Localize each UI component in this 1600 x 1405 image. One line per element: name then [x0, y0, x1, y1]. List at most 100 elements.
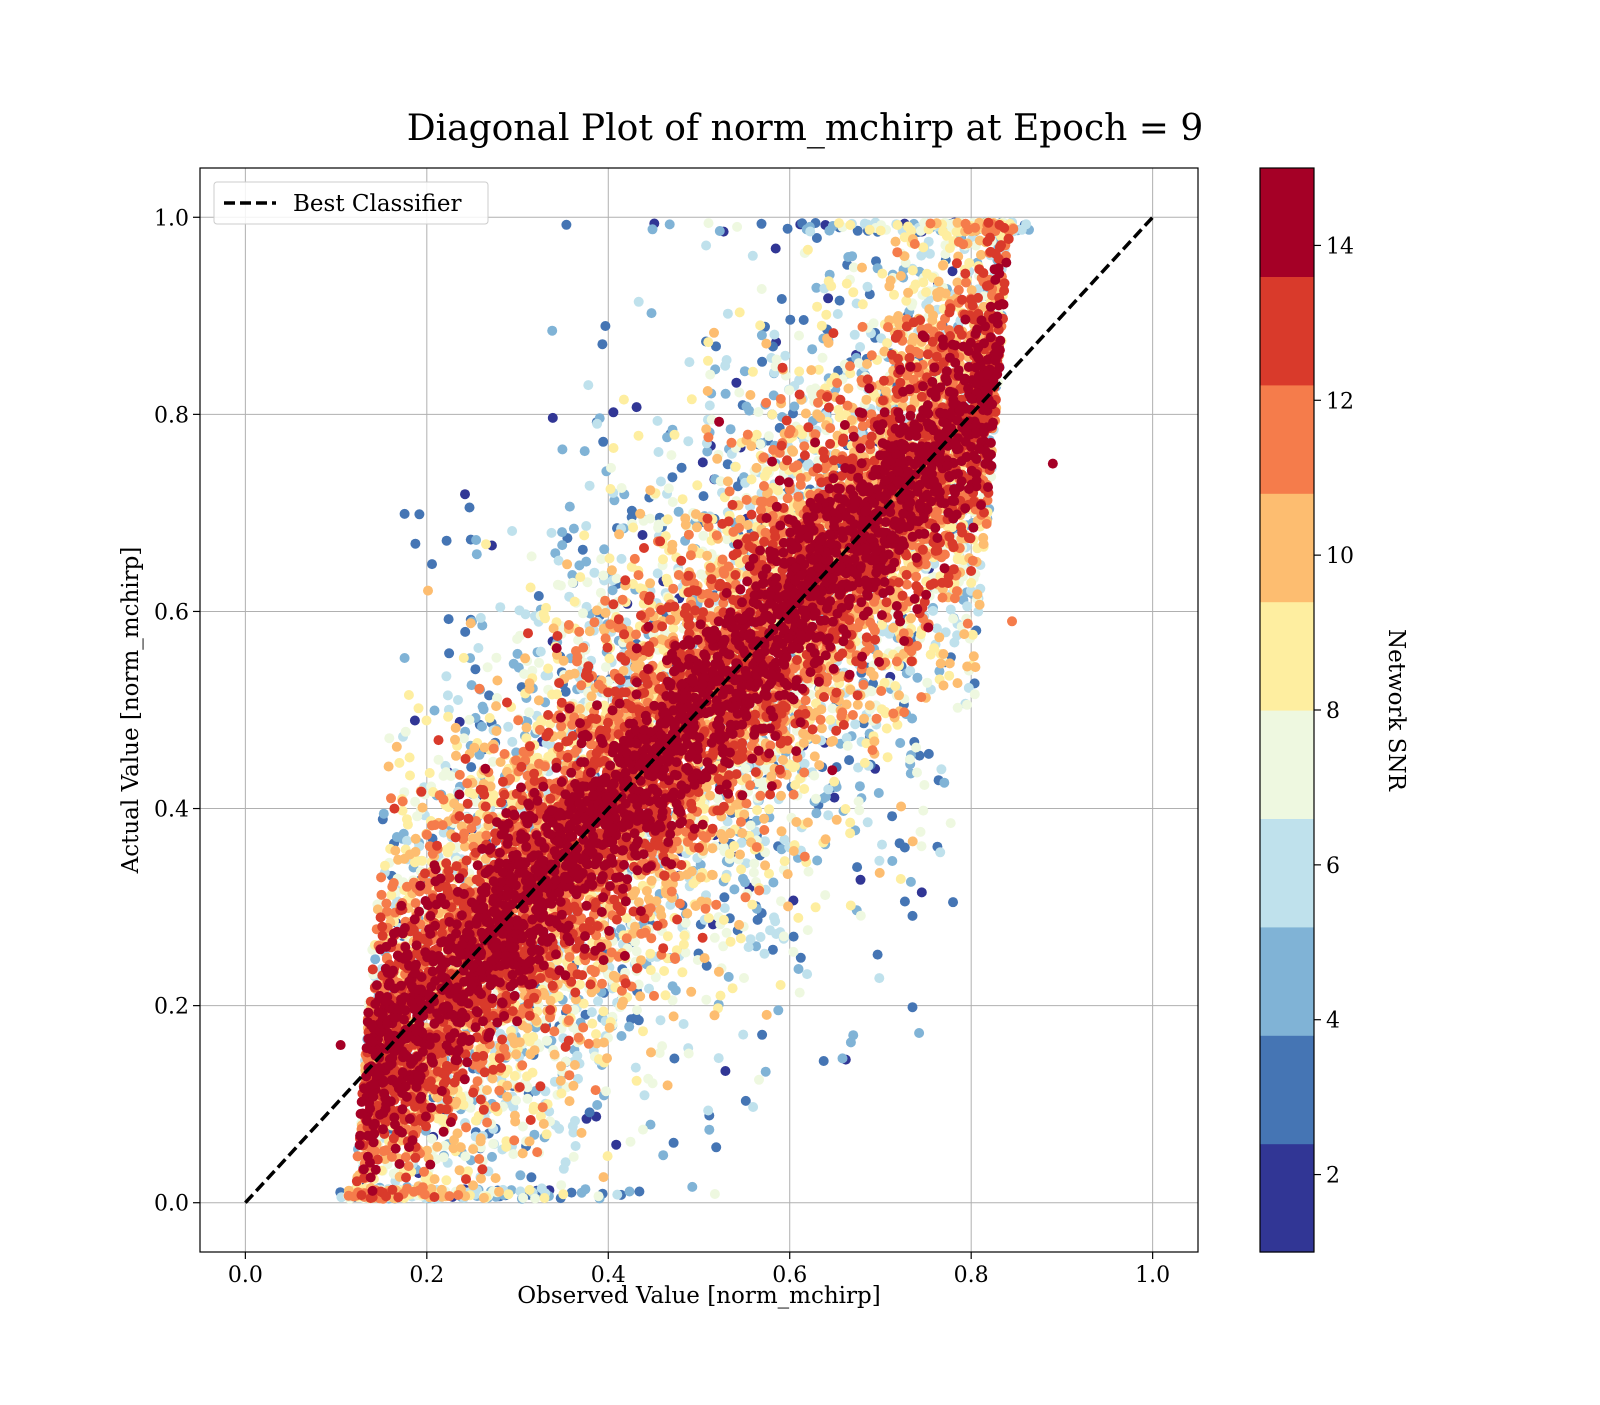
scatter-point [638, 1125, 648, 1135]
scatter-point [794, 964, 804, 974]
scatter-point [442, 536, 452, 546]
scatter-point [640, 1090, 650, 1100]
scatter-point [647, 308, 657, 318]
scatter-point [503, 722, 513, 732]
scatter-point [547, 690, 557, 700]
scatter-point [473, 643, 483, 653]
scatter-point [928, 606, 938, 616]
scatter-point [710, 933, 720, 943]
scatter-points [335, 217, 1058, 1204]
scatter-point [661, 990, 671, 1000]
scatter-point [936, 764, 946, 774]
scatter-point [736, 933, 746, 943]
scatter-point [804, 867, 814, 877]
scatter-point [855, 342, 865, 352]
scatter-point [589, 568, 599, 578]
scatter-point [696, 569, 706, 579]
scatter-point [739, 973, 749, 983]
scatter-point [631, 1063, 641, 1073]
scatter-point [911, 743, 921, 753]
scatter-point [784, 385, 794, 395]
scatter-point [785, 315, 795, 325]
scatter-point [663, 931, 673, 941]
scatter-point [464, 715, 474, 725]
scatter-point [756, 932, 766, 942]
scatter-point [748, 1102, 758, 1112]
scatter-point [612, 1190, 622, 1200]
scatter-point [554, 1124, 564, 1134]
scatter-point [625, 1187, 635, 1197]
scatter-point [401, 727, 411, 737]
scatter-point [889, 290, 899, 300]
scatter-point [855, 781, 865, 791]
scatter-point [585, 481, 595, 491]
scatter-point [606, 463, 616, 473]
scatter-point [883, 752, 893, 762]
scatter-point [852, 862, 862, 872]
scatter-point [478, 702, 488, 712]
scatter-point [917, 841, 927, 851]
scatter-point [789, 932, 799, 942]
scatter-point [579, 530, 589, 540]
scatter-point [740, 877, 750, 887]
scatter-point [869, 318, 879, 328]
scatter-point [939, 778, 949, 788]
scatter-point [400, 653, 410, 663]
scatter-point [645, 514, 655, 524]
scatter-point [749, 859, 759, 869]
scatter-point [601, 1086, 611, 1096]
scatter-point [600, 321, 610, 331]
scatter-point [570, 1116, 580, 1126]
scatter-point [757, 1030, 767, 1040]
scatter-point [476, 613, 486, 623]
scatter-point [575, 572, 585, 582]
scatter-point [821, 310, 831, 320]
scatter-point [554, 556, 564, 566]
scatter-point [754, 1075, 764, 1085]
scatter-point [794, 375, 804, 385]
scatter-point [679, 931, 689, 941]
scatter-point [412, 811, 422, 821]
scatter-point [742, 402, 752, 412]
scatter-point [767, 410, 777, 420]
scatter-point [924, 749, 934, 759]
scatter-point [779, 931, 789, 941]
scatter-point [537, 1183, 547, 1193]
scatter-point [877, 840, 887, 850]
scatter-point [698, 457, 708, 467]
scatter-point [402, 814, 412, 824]
scatter-point [914, 1028, 924, 1038]
scatter-point [556, 1088, 566, 1098]
scatter-point [719, 892, 729, 902]
scatter-point [422, 716, 432, 726]
scatter-point [842, 279, 852, 289]
scatter-point [670, 430, 680, 440]
scatter-point [540, 1193, 550, 1203]
scatter-point [744, 942, 754, 952]
scatter-point [882, 724, 892, 734]
scatter-point [854, 796, 864, 806]
scatter-point [736, 864, 746, 874]
scatter-point [922, 678, 932, 688]
scatter-point [845, 220, 855, 230]
scatter-point [795, 988, 805, 998]
scatter-point [715, 226, 725, 236]
scatter-point [917, 887, 927, 897]
scatter-point [748, 367, 758, 377]
scatter-point [867, 686, 877, 696]
scatter-point [653, 416, 663, 426]
scatter-point [471, 535, 481, 545]
scatter-point [780, 856, 790, 866]
scatter-point [887, 856, 897, 866]
scatter-point [684, 357, 694, 367]
scatter-point [580, 446, 590, 456]
scatter-point [777, 294, 787, 304]
scatter-point [443, 690, 453, 700]
scatter-point [922, 269, 932, 279]
scatter-point [858, 299, 868, 309]
scatter-point [483, 662, 493, 672]
scatter-point [658, 554, 668, 564]
scatter-point [524, 707, 534, 717]
scatter-point [460, 1151, 470, 1161]
scatter-point [665, 219, 675, 229]
